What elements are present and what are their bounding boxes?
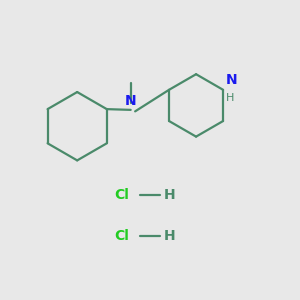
Text: N: N (125, 94, 136, 108)
Text: N: N (226, 74, 237, 87)
Text: H: H (226, 93, 234, 103)
Text: H: H (164, 229, 175, 243)
Text: Cl: Cl (114, 229, 129, 243)
Text: H: H (164, 188, 175, 202)
Text: Cl: Cl (114, 188, 129, 202)
